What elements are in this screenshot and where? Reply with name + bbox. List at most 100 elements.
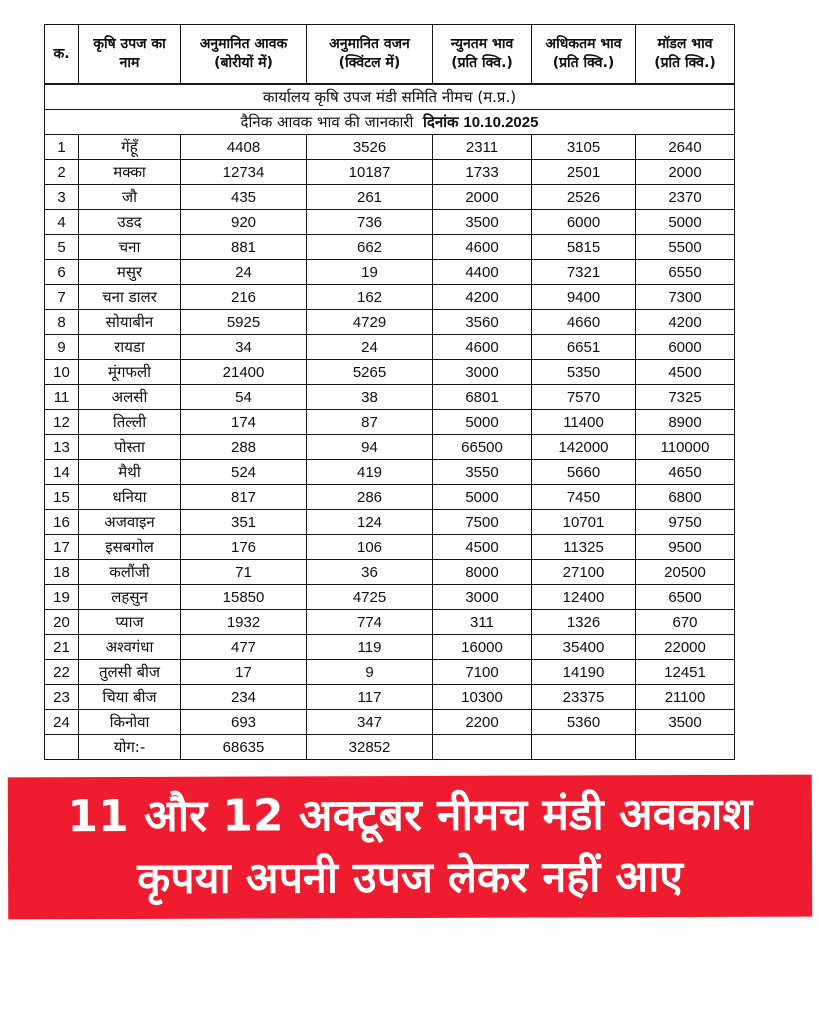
commodity-name-cell: उडद [78,209,181,235]
value-cell: 6000 [531,209,636,235]
column-header-row: क. कृषि उपज का नाम अनुमानित आवक (बोरीयों में… [44,24,735,85]
value-cell: 10701 [531,509,636,535]
value-cell: 288 [180,434,307,460]
value-cell: 32852 [306,734,433,760]
page-subtitle: दैनिक आवक भाव की जानकारी दिनांक 10.10.20… [44,109,735,135]
serial-cell: 19 [44,584,79,610]
value-cell: 9500 [635,534,735,560]
value-cell: 14190 [531,659,636,685]
value-cell: 71 [180,559,307,585]
value-cell: 234 [180,684,307,710]
value-cell: 920 [180,209,307,235]
value-cell: 24 [180,259,307,285]
value-cell: 3000 [432,359,532,385]
commodity-name-cell: पोस्ता [78,434,181,460]
value-cell: 6651 [531,334,636,360]
table-row: 17 इसबगोल 176 106 4500 11325 9500 [44,534,735,560]
column-header-line2: (बोरीयों में) [214,55,273,71]
serial-cell: 17 [44,534,79,560]
value-cell: 66500 [432,434,532,460]
value-cell: 4600 [432,234,532,260]
commodity-name-cell: रायडा [78,334,181,360]
value-cell: 9400 [531,284,636,310]
serial-cell: 18 [44,559,79,585]
value-cell: 5350 [531,359,636,385]
value-cell: 7100 [432,659,532,685]
table-row: 19 लहसुन 15850 4725 3000 12400 6500 [44,584,735,610]
commodity-name-cell: चना डालर [78,284,181,310]
value-cell: 5815 [531,234,636,260]
value-cell: 2000 [432,184,532,210]
value-cell [432,734,532,760]
value-cell: 35400 [531,634,636,660]
value-cell: 176 [180,534,307,560]
column-header-line2: (प्रति क्वि.) [654,55,716,71]
value-cell: 524 [180,459,307,485]
value-cell: 142000 [531,434,636,460]
table-row: 24 किनोवा 693 347 2200 5360 3500 [44,709,735,735]
value-cell: 174 [180,409,307,435]
value-cell: 4408 [180,134,307,160]
value-cell: 3550 [432,459,532,485]
value-cell: 21400 [180,359,307,385]
value-cell: 435 [180,184,307,210]
value-cell: 2000 [635,159,735,185]
value-cell: 4729 [306,309,433,335]
value-cell: 21100 [635,684,735,710]
commodity-name-cell: तिल्ली [78,409,181,435]
value-cell: 5000 [432,484,532,510]
table-row: 15 धनिया 817 286 5000 7450 6800 [44,484,735,510]
serial-cell: 1 [44,134,79,160]
value-cell: 110000 [635,434,735,460]
serial-cell: 24 [44,709,79,735]
column-header-line2: नाम [119,55,140,71]
commodity-name-cell: चिया बीज [78,684,181,710]
value-cell: 419 [306,459,433,485]
serial-cell: 14 [44,459,79,485]
value-cell [531,734,636,760]
value-cell: 12400 [531,584,636,610]
commodity-name-cell: तुलसी बीज [78,659,181,685]
serial-cell: 6 [44,259,79,285]
value-cell: 3560 [432,309,532,335]
column-header: न्युनतम भाव (प्रति क्वि.) [432,24,532,85]
commodity-name-cell: अजवाइन [78,509,181,535]
value-cell: 5360 [531,709,636,735]
serial-cell: 4 [44,209,79,235]
commodity-name-cell: प्याज [78,609,181,635]
column-header-line1: अनुमानित वजन [329,36,410,53]
column-header: मॉडल भाव (प्रति क्वि.) [635,24,735,85]
table-row: 1 गेंहूँ 4408 3526 2311 3105 2640 [44,134,735,160]
value-cell: 5265 [306,359,433,385]
notice-line-2: कृपया अपनी उपज लेकर नहीं आए [137,851,684,904]
table-row: 6 मसुर 24 19 4400 7321 6550 [44,259,735,285]
value-cell: 351 [180,509,307,535]
value-cell: 19 [306,259,433,285]
value-cell: 4600 [432,334,532,360]
table-row: 20 प्याज 1932 774 311 1326 670 [44,609,735,635]
commodity-name-cell: मैथी [78,459,181,485]
value-cell: 881 [180,234,307,260]
serial-cell: 10 [44,359,79,385]
value-cell: 7570 [531,384,636,410]
value-cell: 2526 [531,184,636,210]
commodity-name-cell: चना [78,234,181,260]
value-cell: 119 [306,634,433,660]
column-header-line1: अधिकतम भाव [545,36,622,53]
value-cell: 5660 [531,459,636,485]
commodity-name-cell: मक्का [78,159,181,185]
table-row: 11 अलसी 54 38 6801 7570 7325 [44,384,735,410]
table-body: 1 गेंहूँ 4408 3526 2311 3105 2640 2 मक्का 12734 10… [44,134,735,760]
value-cell: 6800 [635,484,735,510]
value-cell: 20500 [635,559,735,585]
value-cell: 347 [306,709,433,735]
value-cell: 477 [180,634,307,660]
value-cell: 4200 [635,309,735,335]
commodity-name-cell: किनोवा [78,709,181,735]
serial-cell: 2 [44,159,79,185]
commodity-name-cell: मसुर [78,259,181,285]
total-row: योग:- 68635 32852 [44,734,735,760]
serial-cell: 16 [44,509,79,535]
table-title-row: कार्यालय कृषि उपज मंडी समिति नीमच (म.प्र… [44,83,735,110]
column-header-line2: (प्रति क्वि.) [451,55,513,71]
